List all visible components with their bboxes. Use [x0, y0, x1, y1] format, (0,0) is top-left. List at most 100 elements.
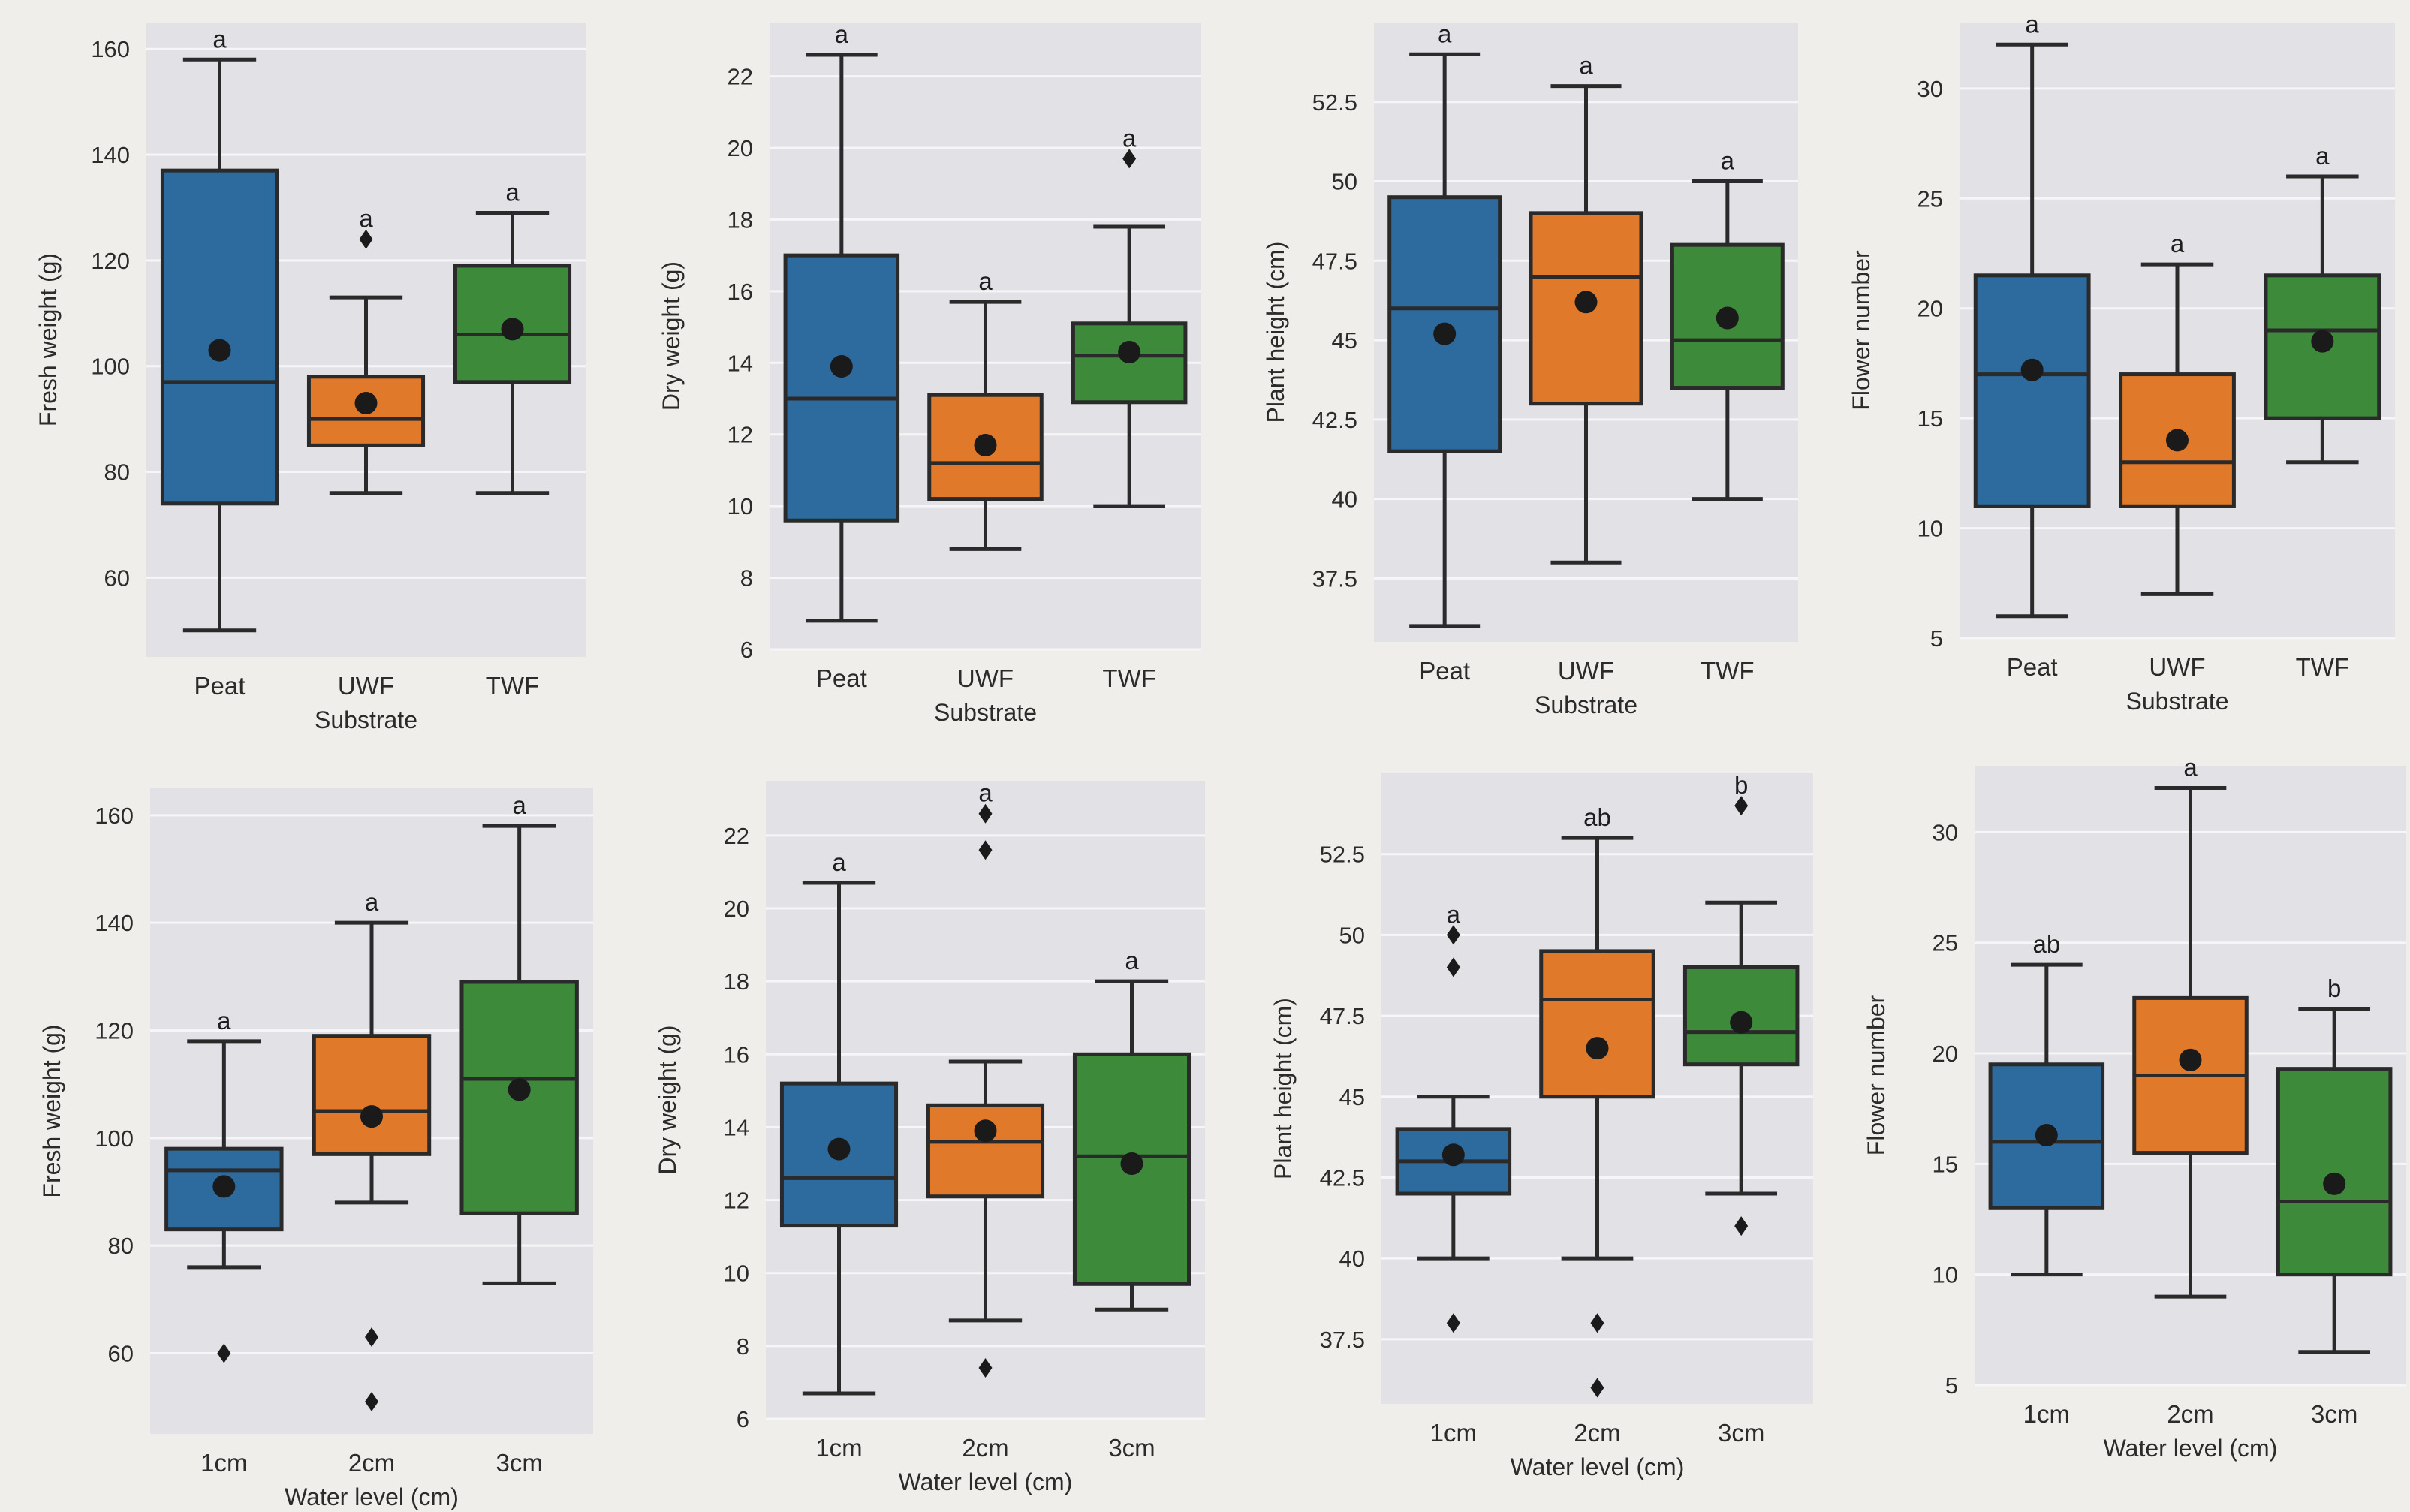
mean-marker — [2311, 330, 2334, 353]
x-tick-label: Peat — [2007, 653, 2058, 681]
outlier-marker — [1734, 796, 1749, 816]
y-tick-label: 8 — [737, 1333, 749, 1360]
significance-letter: a — [1125, 947, 1139, 974]
x-tick-label: TWF — [2296, 653, 2349, 681]
significance-letter: a — [1447, 900, 1461, 928]
y-tick-label: 22 — [728, 64, 753, 90]
y-tick-label: 160 — [91, 36, 130, 62]
y-tick-label: 30 — [1933, 819, 1958, 845]
significance-letter: a — [2171, 230, 2185, 258]
significance-letter: a — [505, 179, 520, 206]
significance-letter: a — [212, 25, 227, 53]
box-Peat: a — [1973, 10, 2091, 619]
y-tick-label: 45 — [1332, 327, 1357, 354]
box-Peat: a — [160, 25, 279, 633]
x-axis-label: Water level (cm) — [1511, 1453, 1685, 1480]
outlier-marker — [1590, 1378, 1604, 1398]
box-TWF: a — [1670, 147, 1785, 501]
outlier-marker — [1446, 957, 1460, 977]
y-tick-label: 60 — [108, 1341, 134, 1367]
significance-letter: a — [2315, 142, 2330, 170]
outlier-marker — [1446, 1313, 1460, 1333]
y-tick-label: 8 — [740, 565, 753, 592]
y-axis-label: Dry weight (g) — [658, 261, 685, 411]
mean-marker — [360, 1105, 383, 1128]
mean-marker — [1586, 1037, 1609, 1060]
outlier-marker — [365, 1327, 378, 1347]
y-tick-label: 10 — [728, 493, 753, 520]
mean-marker — [2035, 1124, 2058, 1147]
box-Peat: a — [1387, 20, 1502, 628]
chart-panel-6: 6 8 10 12 14 16 18 20 22 a 1cm a 2cm a 3cm Water level … — [654, 779, 1205, 1495]
mean-marker — [212, 1175, 236, 1198]
y-tick-label: 47.5 — [1320, 1003, 1365, 1029]
box-2cm: a — [312, 888, 432, 1411]
box-1cm: a — [1395, 900, 1512, 1333]
y-tick-label: 80 — [104, 459, 130, 486]
significance-letter: a — [512, 791, 526, 819]
mean-marker — [827, 1137, 851, 1161]
outlier-marker — [1734, 1216, 1749, 1236]
outlier-marker — [359, 229, 373, 249]
box-iqr — [1539, 949, 1655, 1099]
box-iqr — [1973, 273, 2091, 508]
y-tick-label: 100 — [95, 1125, 134, 1152]
box-UWF: a — [306, 205, 426, 495]
x-tick-label: 1cm — [2023, 1400, 2070, 1428]
y-axis-label: Flower number — [1848, 250, 1875, 411]
box-iqr — [160, 168, 279, 506]
y-tick-label: 45 — [1339, 1084, 1365, 1110]
box-iqr — [2276, 1067, 2393, 1277]
mean-marker — [501, 318, 524, 341]
mean-marker — [1433, 322, 1457, 345]
y-axis-label: Fresh weight (g) — [38, 1024, 65, 1197]
significance-letter: a — [359, 205, 373, 233]
y-tick-label: 20 — [1917, 296, 1943, 322]
y-axis-label: Plant height (cm) — [1270, 998, 1297, 1179]
outlier-marker — [1122, 149, 1137, 169]
y-tick-label: 5 — [1945, 1372, 1958, 1399]
y-tick-label: 16 — [724, 1041, 749, 1068]
chart-panel-3: 37.5 40 42.5 45 47.5 50 52.5 a Peat a UWF a TWF Subst… — [1262, 20, 1798, 718]
y-tick-label: 25 — [1917, 185, 1943, 212]
box-UWF: a — [1529, 52, 1643, 565]
box-UWF: a — [927, 267, 1044, 551]
box-1cm: a — [779, 848, 899, 1396]
y-tick-label: 60 — [104, 565, 130, 591]
chart-panel-4: 5 10 15 20 25 30 a Peat a UWF a TWF Substrate Flower … — [1848, 10, 2395, 715]
box-UWF: a — [2119, 230, 2236, 596]
mean-marker — [1574, 291, 1598, 314]
y-tick-label: 12 — [728, 422, 753, 448]
significance-letter: a — [217, 1007, 231, 1035]
y-tick-label: 18 — [724, 968, 749, 995]
y-axis-label: Plant height (cm) — [1262, 242, 1289, 423]
box-3cm: b — [2276, 974, 2393, 1354]
box-iqr — [312, 1034, 432, 1156]
x-tick-label: 1cm — [815, 1434, 862, 1462]
significance-letter: a — [1579, 52, 1593, 80]
box-3cm: b — [1682, 771, 1800, 1236]
mean-marker — [2020, 358, 2044, 381]
x-tick-label: UWF — [957, 664, 1014, 692]
y-tick-label: 80 — [108, 1233, 134, 1259]
x-tick-label: Peat — [1419, 657, 1470, 685]
box-TWF: a — [453, 179, 572, 495]
outlier-marker — [978, 1358, 993, 1378]
y-tick-label: 5 — [1930, 625, 1943, 652]
x-tick-label: UWF — [338, 672, 394, 700]
mean-marker — [974, 434, 997, 457]
y-tick-label: 160 — [95, 803, 134, 829]
x-tick-label: UWF — [2149, 653, 2205, 681]
box-TWF: a — [2264, 142, 2381, 465]
y-tick-label: 20 — [1933, 1041, 1958, 1067]
box-TWF: a — [1071, 124, 1188, 508]
y-tick-label: 14 — [724, 1114, 749, 1140]
x-axis-label: Water level (cm) — [899, 1468, 1073, 1495]
x-tick-label: 3cm — [1108, 1434, 1155, 1462]
y-tick-label: 20 — [724, 896, 749, 922]
x-tick-label: 3cm — [496, 1449, 542, 1477]
y-tick-label: 100 — [91, 354, 130, 380]
significance-letter: ab — [2032, 930, 2060, 958]
x-tick-label: TWF — [1701, 657, 1754, 685]
